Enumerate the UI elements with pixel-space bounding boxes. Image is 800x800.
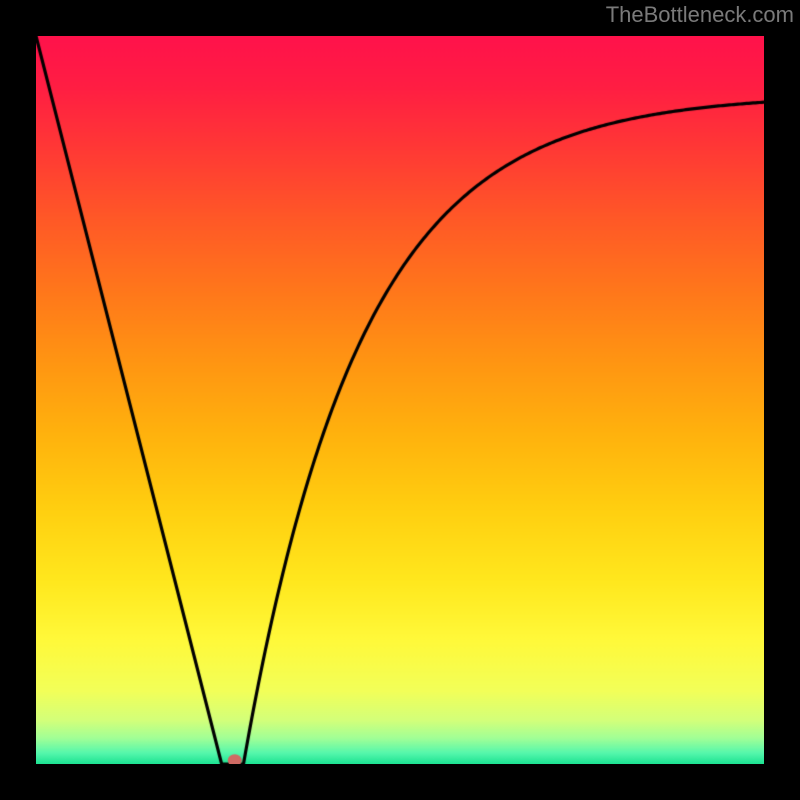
plot-area bbox=[36, 36, 764, 764]
chart-container: TheBottleneck.com bbox=[0, 0, 800, 800]
watermark-text: TheBottleneck.com bbox=[606, 2, 794, 28]
bottleneck-curve-chart bbox=[36, 36, 764, 764]
